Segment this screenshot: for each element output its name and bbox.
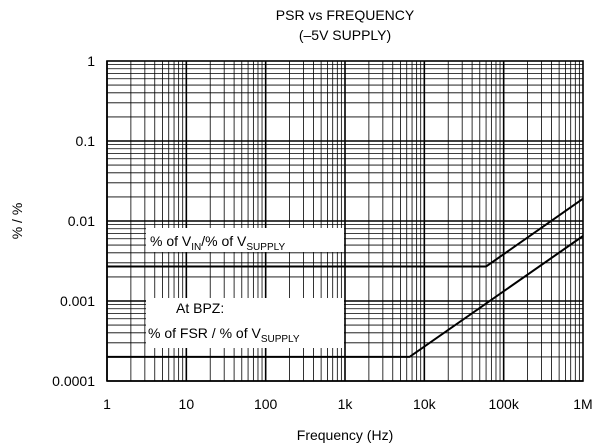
y-tick-label: 0.01 [68, 213, 95, 229]
y-axis-label: % / % [9, 203, 25, 240]
series-1-label-box [146, 228, 344, 252]
series-line-1 [107, 197, 584, 268]
chart-subtitle: (–5V SUPPLY) [299, 27, 391, 43]
y-tick-label: 0.0001 [52, 373, 95, 389]
y-tick-label: 1 [87, 53, 95, 69]
series-2-label-line1: At BPZ: [176, 300, 224, 316]
x-tick-label: 100k [488, 396, 519, 412]
label-subscript: SUPPLY [261, 334, 300, 345]
x-tick-label: 10 [179, 396, 195, 412]
chart-title: PSR vs FREQUENCY [276, 7, 415, 23]
series-line-2 [107, 235, 584, 358]
series-2-label-box [146, 298, 344, 348]
x-tick-label: 1k [338, 396, 354, 412]
label-text: % of FSR / % of V [148, 325, 261, 341]
series-group [107, 197, 584, 358]
label-text: /% of V [201, 233, 247, 249]
x-axis-label: Frequency (Hz) [297, 427, 393, 443]
x-tick-label: 1 [103, 396, 111, 412]
label-subscript: SUPPLY [246, 242, 285, 253]
x-tick-label: 10k [413, 396, 437, 412]
label-subscript: IN [191, 242, 201, 253]
tick-labels: 1 10 100 1k 10k 100k 1M 0.0001 0.001 0.01 0.1 1 [52, 53, 593, 412]
y-tick-label: 0.1 [76, 133, 96, 149]
series-2-label-line2: % of FSR / % of VSUPPLY [148, 325, 300, 345]
plot-frame [106, 60, 584, 382]
x-tick-label: 1M [573, 396, 592, 412]
y-tick-label: 0.001 [60, 293, 95, 309]
series-1-label: % of VIN/% of VSUPPLY [150, 233, 285, 253]
x-tick-label: 100 [254, 396, 278, 412]
label-text: % of V [150, 233, 192, 249]
